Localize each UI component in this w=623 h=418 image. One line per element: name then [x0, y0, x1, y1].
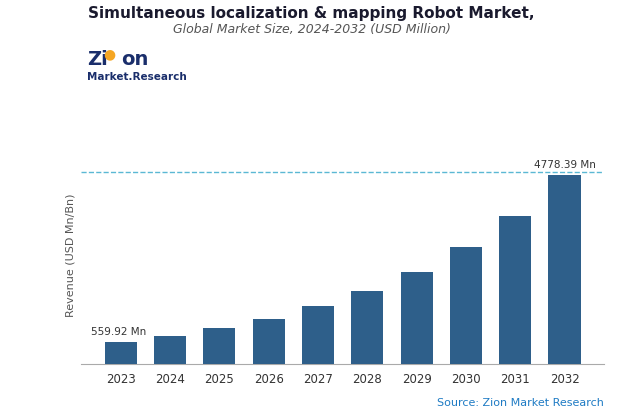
Bar [203, 328, 235, 364]
Bar [450, 247, 482, 364]
Bar [105, 342, 137, 364]
Text: Global Market Size, 2024-2032 (USD Million): Global Market Size, 2024-2032 (USD Milli… [173, 23, 450, 36]
Text: Zi: Zi [87, 50, 108, 69]
Bar [351, 291, 383, 364]
Y-axis label: Revenue (USD Mn/Bn): Revenue (USD Mn/Bn) [65, 193, 75, 317]
Text: ●: ● [103, 47, 115, 61]
Bar [154, 336, 186, 364]
Bar [302, 306, 334, 364]
Text: Source: Zion Market Research: Source: Zion Market Research [437, 398, 604, 408]
Text: Simultaneous localization & mapping Robot Market,: Simultaneous localization & mapping Robo… [88, 6, 535, 21]
Text: Market.Research: Market.Research [87, 72, 187, 82]
Bar [548, 175, 581, 364]
Text: CAGR :  26.90%: CAGR : 26.90% [105, 391, 226, 405]
Text: 559.92 Mn: 559.92 Mn [91, 327, 146, 337]
Bar [253, 319, 285, 364]
Text: on: on [121, 50, 149, 69]
Text: 4778.39 Mn: 4778.39 Mn [533, 160, 596, 170]
Bar [401, 272, 432, 364]
Bar [499, 216, 531, 364]
